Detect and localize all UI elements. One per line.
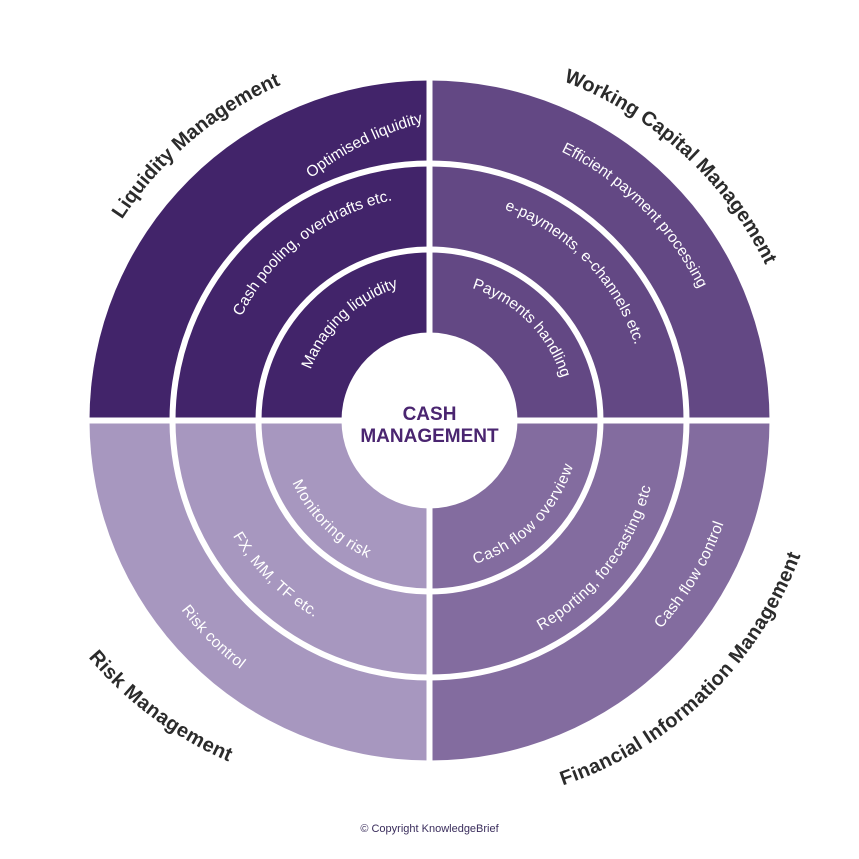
- quadrant-financial-information: [429, 420, 770, 761]
- quadrant-liquidity: [89, 80, 430, 421]
- center-circle: [341, 332, 518, 509]
- copyright-notice: © Copyright KnowledgeBrief: [360, 823, 499, 835]
- quadrant-working-capital: [429, 80, 770, 421]
- center-title-line2: MANAGEMENT: [360, 426, 499, 447]
- center-title-line1: CASH: [403, 404, 457, 425]
- quadrant-risk: [89, 420, 430, 761]
